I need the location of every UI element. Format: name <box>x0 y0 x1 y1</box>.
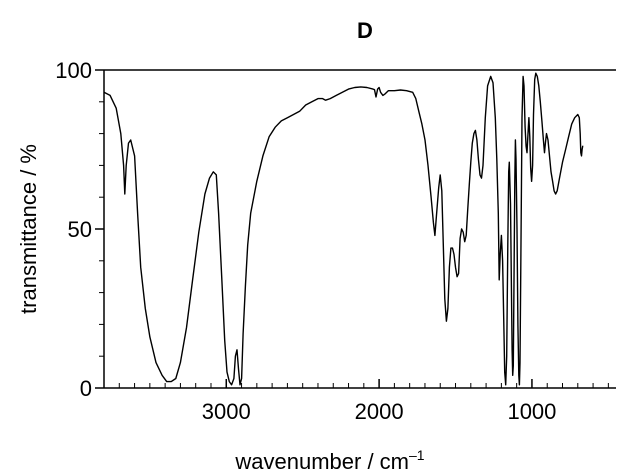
x-tick-label: 1000 <box>507 399 556 424</box>
x-axis-title-superscript: –1 <box>409 447 425 463</box>
chart-title: D <box>357 18 373 43</box>
plot-area: 3000 2000 1000 0 50 100 <box>55 58 616 424</box>
y-axis-ticks: 0 50 100 <box>55 58 104 401</box>
x-axis-title: wavenumber / cm–1 <box>234 447 424 474</box>
y-tick-label: 100 <box>55 58 92 83</box>
y-axis-title: transmittance / % <box>16 144 41 314</box>
x-tick-label: 3000 <box>202 399 251 424</box>
y-tick-label: 50 <box>68 217 92 242</box>
x-tick-label: 2000 <box>355 399 404 424</box>
x-axis-ticks: 3000 2000 1000 <box>103 379 609 424</box>
x-axis-title-text: wavenumber / cm <box>234 449 409 474</box>
series-line-transmittance <box>103 72 584 386</box>
y-tick-label: 0 <box>80 376 92 401</box>
